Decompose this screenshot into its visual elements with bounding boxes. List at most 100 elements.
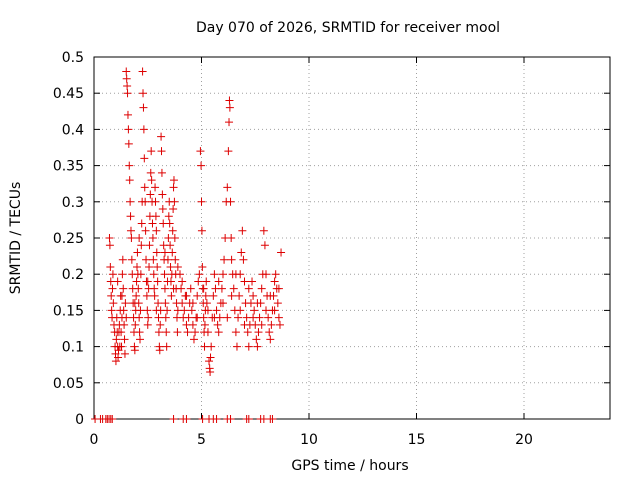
data-point <box>146 190 155 199</box>
data-point <box>244 415 253 423</box>
data-point <box>244 284 253 293</box>
data-point <box>118 270 127 279</box>
data-point <box>155 346 164 355</box>
data-point <box>143 320 152 329</box>
data-point <box>177 284 186 293</box>
data-point <box>170 197 179 206</box>
data-point <box>223 313 232 322</box>
data-point <box>229 284 238 293</box>
y-tick-label: 0.1 <box>62 340 84 356</box>
data-point <box>277 248 286 257</box>
data-point <box>106 277 115 286</box>
data-point <box>154 328 163 337</box>
data-point <box>169 176 178 185</box>
data-point <box>136 270 145 279</box>
data-point <box>121 299 130 308</box>
chart-title: Day 070 of 2026, SRMTID for receiver moo… <box>196 20 500 36</box>
data-point <box>118 255 127 264</box>
data-point <box>133 262 141 271</box>
data-point <box>169 284 178 293</box>
data-point <box>152 306 161 315</box>
data-point <box>173 262 182 271</box>
data-point <box>136 335 145 344</box>
data-point <box>132 291 141 300</box>
data-point <box>207 342 216 351</box>
data-point <box>161 299 170 308</box>
data-point <box>270 306 279 315</box>
data-point <box>108 415 117 423</box>
data-point <box>274 313 283 322</box>
data-point <box>130 346 139 355</box>
data-point <box>166 277 175 286</box>
y-tick-labels: 0 0.05 0.1 0.15 0.2 0.25 0.3 0.35 0.4 0.45 0.5 <box>53 50 84 428</box>
data-point <box>140 183 149 192</box>
data-point <box>154 299 163 308</box>
data-point <box>266 291 275 300</box>
data-point <box>166 241 175 250</box>
data-point <box>234 313 243 322</box>
data-point <box>156 320 165 329</box>
data-point <box>176 270 184 279</box>
x-tick-label: 15 <box>408 432 426 448</box>
data-point <box>235 291 244 300</box>
data-point <box>231 270 240 279</box>
data-point <box>160 270 169 279</box>
data-point <box>170 234 179 242</box>
data-point <box>165 219 174 228</box>
data-point <box>239 255 248 264</box>
data-point <box>152 226 161 235</box>
data-point <box>141 226 150 235</box>
data-point <box>212 306 221 315</box>
data-point <box>106 262 115 271</box>
data-point <box>151 183 160 192</box>
data-point <box>224 147 233 156</box>
data-point <box>196 147 205 156</box>
data-point <box>127 255 136 264</box>
data-point <box>134 284 143 293</box>
data-point <box>199 284 208 293</box>
data-point <box>236 306 245 315</box>
data-point <box>127 234 136 242</box>
data-point <box>122 313 131 322</box>
data-point <box>163 306 172 315</box>
data-point <box>133 248 142 257</box>
data-point <box>135 313 144 322</box>
data-point <box>240 320 249 329</box>
x-axis-label: GPS time / hours <box>291 458 408 474</box>
data-point <box>125 161 134 170</box>
data-point <box>123 81 132 90</box>
y-tick-label: 0.15 <box>53 303 84 319</box>
data-point <box>252 335 261 344</box>
data-point <box>240 277 249 286</box>
data-point <box>257 320 266 329</box>
data-point <box>274 284 283 293</box>
data-point <box>150 291 159 300</box>
data-point <box>107 306 116 315</box>
data-point <box>249 291 258 300</box>
data-point <box>153 262 162 271</box>
data-point <box>213 320 222 329</box>
data-point <box>153 277 162 286</box>
data-point <box>198 262 207 271</box>
data-point <box>158 205 167 214</box>
y-tick-label: 0.4 <box>62 122 84 138</box>
data-point <box>163 255 172 264</box>
data-point <box>219 270 227 279</box>
data-point <box>108 270 117 279</box>
x-tick-label: 10 <box>300 432 318 448</box>
data-point <box>144 313 153 322</box>
data-point <box>117 328 126 337</box>
data-point <box>270 277 279 286</box>
data-point <box>108 284 117 293</box>
data-point <box>157 147 166 156</box>
data-point <box>178 299 187 308</box>
data-point <box>139 89 148 98</box>
data-point <box>123 110 132 119</box>
data-point <box>253 299 262 308</box>
data-point <box>113 277 122 286</box>
data-point <box>164 212 173 221</box>
data-point <box>212 415 221 423</box>
data-point <box>147 176 156 185</box>
data-point <box>126 226 135 235</box>
y-tick-label: 0 <box>75 412 84 428</box>
